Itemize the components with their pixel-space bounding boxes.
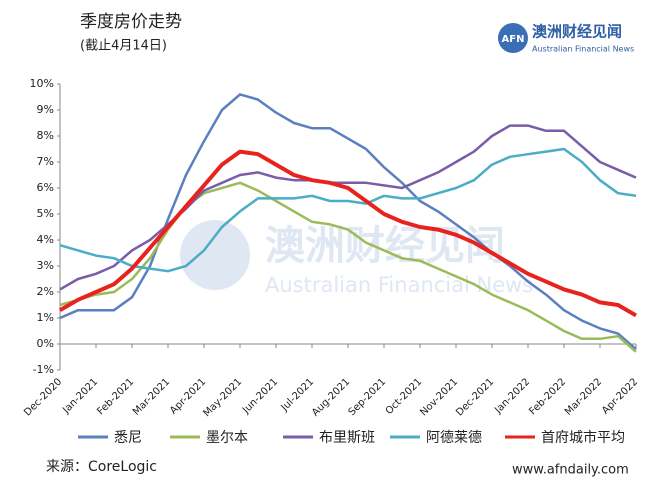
x-tick-label: Jun-2021 — [240, 376, 280, 416]
x-tick-label: Mar-2022 — [563, 376, 604, 417]
x-tick-label: Aug-2021 — [310, 376, 352, 418]
chart-title: 季度房价走势 — [80, 12, 182, 32]
x-tick-label: Jan-2021 — [60, 376, 100, 416]
logo-mark: AFN — [502, 34, 525, 45]
legend-label: 布里斯班 — [319, 430, 375, 446]
watermark-name: 澳洲财经见闻 — [265, 223, 505, 269]
series-line — [59, 93, 637, 351]
y-tick-label: 8% — [37, 129, 54, 142]
logo-circle — [498, 23, 528, 53]
x-tick-label: Jan-2022 — [492, 376, 532, 416]
y-tick-label: 9% — [37, 103, 54, 116]
x-tick-label: May-2021 — [201, 376, 244, 419]
y-tick-label: 6% — [37, 181, 54, 194]
y-tick-label: 10% — [30, 77, 54, 90]
y-tick-label: 7% — [37, 155, 54, 168]
x-tick-label: Mar-2021 — [131, 376, 172, 417]
y-tick-label: 0% — [37, 337, 54, 350]
legend-label: 悉尼 — [114, 430, 142, 446]
x-tick-label: Nov-2021 — [418, 376, 460, 418]
x-tick-label: Dec-2020 — [22, 376, 64, 418]
y-tick-label: 3% — [37, 259, 54, 272]
chart-subtitle: (截止4月14日) — [80, 39, 167, 54]
x-tick-label: Sep-2021 — [347, 376, 389, 418]
y-tick-label: 2% — [37, 285, 54, 298]
x-tick-label: Feb-2022 — [527, 376, 568, 417]
website: www.afndaily.com — [512, 463, 629, 478]
y-tick-label: 4% — [37, 233, 54, 246]
x-tick-label: Feb-2021 — [95, 376, 136, 417]
watermark-circle — [180, 220, 250, 290]
series-line — [59, 124, 637, 291]
watermark-english: Australian Financial News — [265, 273, 533, 297]
series-line — [58, 149, 638, 318]
source: 来源：CoreLogic — [46, 459, 157, 475]
logo-english: Australian Financial News — [532, 45, 634, 54]
series-line — [59, 181, 637, 353]
legend-label: 墨尔本 — [206, 430, 248, 446]
y-tick-label: 5% — [37, 207, 54, 220]
x-tick-label: Dec-2021 — [454, 376, 496, 418]
series-line — [59, 147, 637, 273]
legend-label: 阿德莱德 — [426, 430, 482, 446]
y-tick-label: 1% — [37, 311, 54, 324]
y-tick-label: -1% — [33, 363, 54, 376]
x-tick-label: Jul-2021 — [279, 376, 317, 414]
logo-name: 澳洲财经见闻 — [532, 23, 622, 41]
x-tick-label: Apr-2022 — [600, 376, 640, 416]
legend-label: 首府城市平均 — [541, 429, 625, 446]
